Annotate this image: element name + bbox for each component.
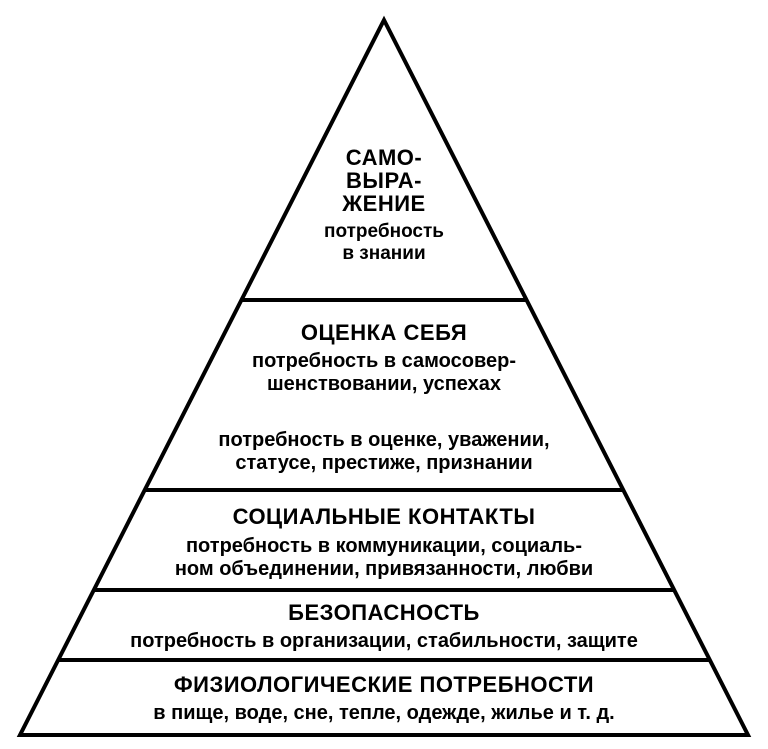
level-1-physiological-title: ФИЗИОЛОГИЧЕСКИЕ ПОТРЕБНОСТИ [174,673,594,696]
level-2-safety: БЕЗОПАСНОСТЬ потребность в организации, с… [0,596,768,658]
level-3-social-title: СОЦИАЛЬНЫЕ КОНТАКТЫ [233,505,536,528]
level-4-self-esteem-desc: потребность в самосовер-шенствовании, ус… [218,350,549,475]
level-5-self-expression-title: САМО-ВЫРА-ЖЕНИЕ [342,146,425,215]
level-2-safety-title: БЕЗОПАСНОСТЬ [288,601,480,624]
level-4-self-esteem-title: ОЦЕНКА СЕБЯ [301,321,467,344]
level-3-social: СОЦИАЛЬНЫЕ КОНТАКТЫ потребность в коммуни… [0,498,768,588]
level-5-self-expression: САМО-ВЫРА-ЖЕНИЕ потребностьв знании [0,110,768,300]
level-4-self-esteem: ОЦЕНКА СЕБЯ потребность в самосовер-шенст… [0,308,768,488]
level-1-physiological: ФИЗИОЛОГИЧЕСКИЕ ПОТРЕБНОСТИ в пище, воде,… [0,666,768,732]
level-5-self-expression-desc: потребностьв знании [324,221,444,265]
level-1-physiological-desc: в пище, воде, сне, тепле, одежде, жилье … [153,702,614,725]
level-2-safety-desc: потребность в организации, стабильности,… [130,630,638,653]
level-3-social-desc: потребность в коммуникации, социаль-ном … [175,535,593,581]
pyramid-diagram: САМО-ВЫРА-ЖЕНИЕ потребностьв знании ОЦЕНКА… [0,0,768,749]
